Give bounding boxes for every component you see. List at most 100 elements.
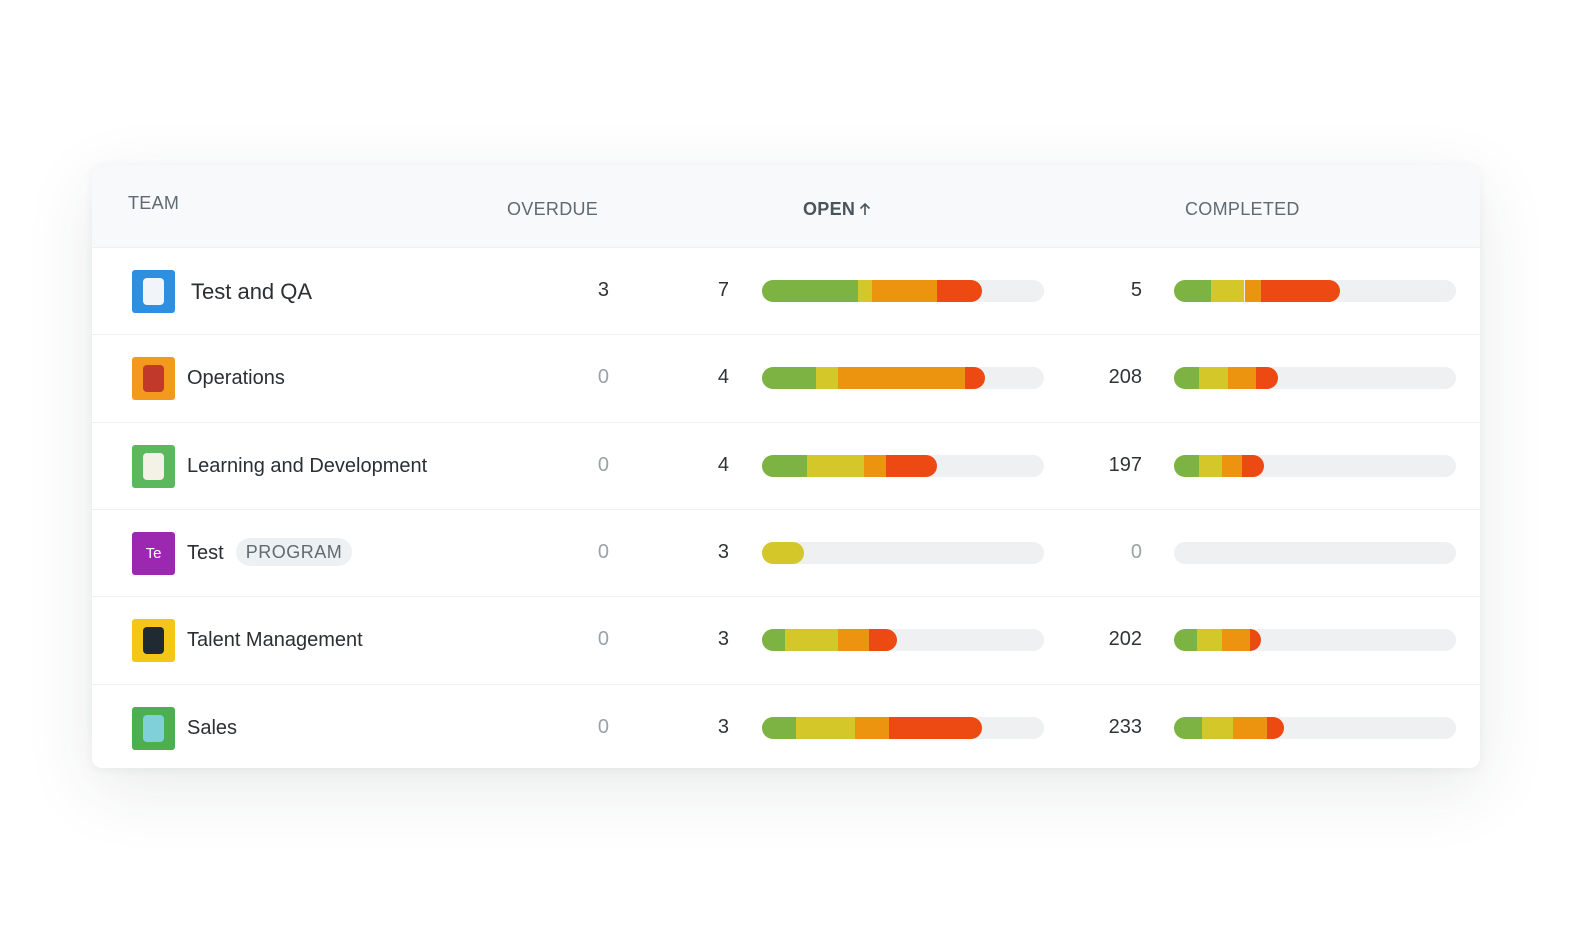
overdue-count: 0	[597, 453, 609, 476]
bar-segment	[1210, 280, 1245, 302]
column-header-sorted[interactable]: OPEN	[803, 199, 872, 220]
table-row[interactable]: Operations 0 4 208	[92, 334, 1480, 422]
bar-segment	[1255, 367, 1279, 390]
completed_bar-bar-track	[1174, 367, 1456, 390]
completed_bar-bar-track	[1174, 716, 1456, 739]
table-row[interactable]: Learning and Development 0 4 197	[92, 421, 1480, 510]
bar-segment	[871, 280, 937, 302]
open_bar-bar-fill	[762, 716, 982, 739]
icon-glyph	[143, 452, 164, 480]
bar-segment	[1199, 367, 1228, 390]
open_bar-bar-track	[762, 280, 1044, 302]
open_bar-bar-fill	[762, 367, 985, 390]
completed-count: 5	[1130, 279, 1142, 301]
bar-segment	[886, 454, 937, 477]
bar-segment	[762, 367, 816, 390]
bar-segment	[1261, 280, 1341, 302]
icon-glyph	[143, 365, 164, 393]
completed-count: 197	[1108, 453, 1142, 476]
team-name-text: Sales	[187, 716, 238, 739]
open_bar-bar-track	[762, 454, 1044, 477]
bar-segment	[857, 280, 872, 302]
table-row[interactable]: Te Test PROGRAM 0 3 0	[92, 508, 1480, 597]
icon-glyph	[143, 714, 164, 742]
overdue-count: 0	[597, 540, 609, 563]
team-icon	[132, 444, 175, 488]
bar-segment	[1196, 629, 1222, 652]
open-count: 3	[717, 715, 729, 738]
open_bar-bar-track	[762, 541, 1044, 564]
team-icon	[132, 270, 175, 313]
bar-segment	[807, 454, 864, 477]
bar-segment	[762, 454, 808, 477]
team-name: Talent Management	[187, 597, 363, 684]
icon-glyph	[143, 627, 164, 655]
team-name-text: Test and QA	[191, 279, 313, 304]
table-header: TEAM OVERDUE OPEN COMPLETED	[92, 165, 1480, 247]
bar-segment	[1227, 367, 1256, 390]
bar-segment	[1174, 367, 1200, 390]
bar-segment	[965, 367, 985, 390]
bar-segment	[762, 716, 796, 739]
completed_bar-bar-fill	[1174, 629, 1262, 652]
bar-segment	[1233, 716, 1268, 739]
open-count: 7	[717, 279, 729, 301]
bar-segment	[1267, 716, 1284, 739]
overdue-count: 3	[597, 279, 609, 301]
completed_bar-bar-track	[1174, 629, 1456, 652]
open_bar-bar-track	[762, 716, 1044, 739]
completed_bar-bar-track	[1174, 541, 1456, 564]
team-tag: PROGRAM	[235, 537, 353, 566]
open-count: 4	[717, 366, 729, 389]
completed_bar-bar-track	[1174, 280, 1456, 302]
bar-segment	[762, 541, 805, 564]
table-row[interactable]: Test and QA 3 7 5	[92, 247, 1480, 335]
bar-segment	[1221, 629, 1251, 652]
team-icon: Te	[132, 531, 175, 575]
bar-segment	[795, 716, 856, 739]
bar-segment	[838, 367, 966, 390]
open-count: 3	[717, 540, 729, 563]
open-count: 4	[717, 453, 729, 476]
bar-segment	[863, 454, 887, 477]
team-name-text: Learning and Development	[187, 454, 428, 477]
completed_bar-bar-fill	[1174, 280, 1341, 302]
bar-segment	[1174, 280, 1211, 302]
bar-segment	[1202, 716, 1234, 739]
completed_bar-bar-fill	[1174, 716, 1284, 739]
bar-segment	[1174, 716, 1203, 739]
overdue-count: 0	[597, 715, 609, 738]
team-table: TEAM OVERDUE OPEN COMPLETED Test and QA 3…	[92, 165, 1480, 768]
column-header[interactable]: COMPLETED	[1185, 199, 1300, 219]
bar-segment	[869, 629, 898, 652]
overdue-count: 0	[597, 628, 609, 651]
open_bar-bar-fill	[762, 280, 982, 302]
table-row[interactable]: Talent Management 0 3 202	[92, 596, 1480, 684]
bar-segment	[838, 629, 870, 652]
team-name: Sales	[187, 685, 237, 769]
table-row[interactable]: Sales 0 3 233	[92, 683, 1480, 769]
open_bar-bar-fill	[762, 629, 898, 652]
bar-segment	[1199, 454, 1222, 477]
open_bar-bar-track	[762, 367, 1044, 390]
team-name-text: Test	[187, 541, 224, 564]
completed-count: 233	[1108, 715, 1142, 738]
bar-segment	[1244, 280, 1262, 302]
bar-segment	[936, 280, 982, 302]
team-name-text: Operations	[187, 367, 285, 390]
bar-segment	[815, 367, 839, 390]
team-name: Test and QA	[191, 248, 312, 335]
column-header[interactable]: OVERDUE	[507, 199, 599, 219]
overdue-count: 0	[597, 366, 609, 389]
completed-count: 202	[1108, 628, 1142, 651]
open_bar-bar-fill	[762, 454, 937, 477]
bar-segment	[784, 629, 839, 652]
bar-segment	[1174, 454, 1200, 477]
column-header[interactable]: TEAM	[128, 193, 180, 213]
column-header-text: OPEN	[803, 199, 856, 219]
bar-segment	[762, 280, 858, 302]
bar-segment	[888, 716, 982, 739]
bar-segment	[1241, 454, 1265, 477]
completed-count: 208	[1108, 366, 1142, 389]
